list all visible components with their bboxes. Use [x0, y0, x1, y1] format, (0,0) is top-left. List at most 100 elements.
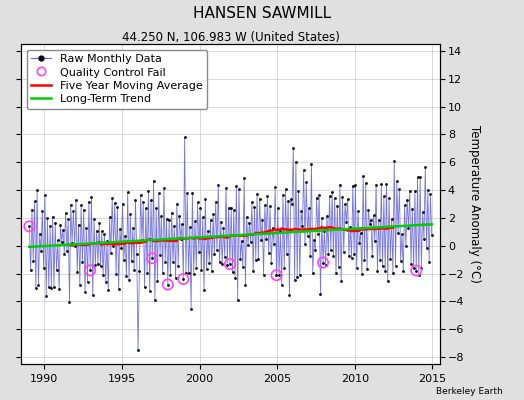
Point — [258, 217, 266, 224]
Point — [334, 263, 343, 270]
Point — [409, 265, 418, 271]
Point — [219, 224, 227, 231]
Point — [173, 201, 181, 207]
Point — [341, 200, 350, 207]
Point — [420, 236, 428, 242]
Point — [329, 253, 337, 260]
Point — [318, 215, 326, 221]
Point — [171, 275, 180, 282]
Point — [270, 240, 278, 247]
Point — [422, 244, 431, 251]
Point — [180, 134, 189, 140]
Point — [309, 270, 317, 276]
Point — [156, 252, 164, 258]
Point — [146, 288, 154, 294]
Point — [39, 265, 48, 271]
Point — [99, 272, 107, 278]
Point — [392, 178, 401, 185]
Point — [307, 160, 315, 167]
Point — [215, 259, 224, 265]
Point — [133, 250, 141, 257]
Point — [381, 268, 389, 274]
Point — [175, 213, 183, 220]
Point — [266, 203, 274, 210]
Point — [300, 167, 308, 174]
Point — [411, 188, 419, 194]
Point — [56, 222, 64, 229]
Point — [204, 228, 212, 234]
Point — [414, 272, 423, 279]
Point — [397, 257, 405, 264]
Point — [361, 257, 369, 264]
Point — [282, 251, 291, 257]
Point — [50, 283, 58, 290]
Point — [272, 272, 281, 278]
Point — [103, 238, 111, 244]
Point — [197, 267, 205, 273]
Point — [158, 270, 167, 277]
Point — [232, 183, 241, 189]
Y-axis label: Temperature Anomaly (°C): Temperature Anomaly (°C) — [468, 125, 482, 283]
Point — [212, 199, 220, 206]
Point — [303, 233, 312, 239]
Point — [77, 202, 85, 208]
Point — [41, 192, 49, 198]
Point — [260, 202, 269, 208]
Point — [293, 274, 301, 280]
Point — [90, 216, 99, 222]
Point — [416, 173, 424, 180]
Point — [302, 179, 310, 186]
Point — [86, 267, 94, 274]
Point — [375, 217, 383, 223]
Point — [405, 225, 413, 232]
Point — [403, 197, 411, 203]
Point — [108, 195, 116, 202]
Point — [399, 268, 408, 274]
Point — [107, 250, 115, 256]
Point — [127, 258, 136, 264]
Point — [179, 276, 188, 282]
Point — [289, 145, 298, 152]
Point — [314, 231, 322, 238]
Point — [228, 269, 237, 275]
Point — [384, 278, 392, 284]
Point — [206, 217, 215, 224]
Point — [214, 182, 223, 188]
Point — [325, 193, 334, 200]
Point — [202, 266, 211, 272]
Point — [42, 292, 50, 299]
Point — [373, 268, 381, 274]
Point — [355, 240, 364, 246]
Point — [187, 306, 195, 312]
Point — [221, 254, 229, 260]
Point — [53, 237, 62, 244]
Point — [345, 253, 353, 259]
Point — [310, 237, 318, 243]
Point — [119, 256, 128, 263]
Point — [96, 263, 105, 269]
Point — [389, 270, 397, 276]
Point — [148, 255, 157, 262]
Point — [121, 233, 129, 239]
Point — [320, 228, 329, 234]
Point — [324, 251, 332, 257]
Point — [304, 205, 313, 212]
Point — [241, 281, 249, 288]
Point — [353, 264, 361, 271]
Point — [177, 236, 185, 243]
Point — [292, 158, 300, 165]
Text: HANSEN SAWMILL: HANSEN SAWMILL — [193, 6, 331, 21]
Point — [55, 286, 63, 293]
Point — [412, 267, 420, 274]
Point — [395, 186, 403, 193]
Point — [333, 202, 342, 209]
Point — [160, 185, 168, 191]
Point — [267, 260, 276, 266]
Point — [166, 272, 174, 279]
Point — [301, 241, 309, 247]
Point — [169, 259, 177, 266]
Point — [306, 252, 314, 259]
Point — [200, 287, 208, 294]
Point — [230, 207, 238, 213]
Point — [94, 261, 102, 268]
